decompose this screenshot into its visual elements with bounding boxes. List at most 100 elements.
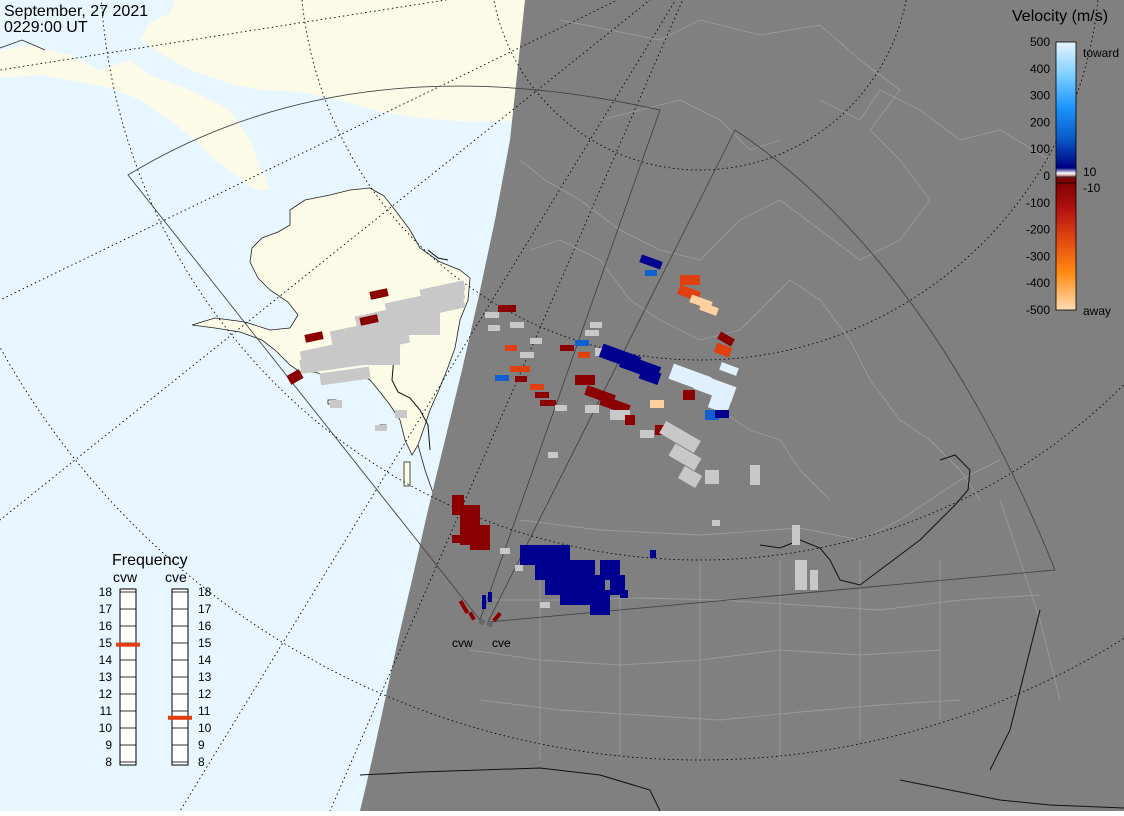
backscatter-cell [540,602,550,608]
frequency-tick-label: 9 [105,738,112,752]
frequency-tick-label: 12 [198,687,212,701]
velocity-tick-label: -500 [1026,303,1050,317]
backscatter-cell [369,288,389,300]
backscatter-cell [530,338,542,344]
velocity-colorbar [1055,41,1077,311]
frequency-tick-label: 8 [198,755,205,769]
frequency-tick-label: 16 [99,619,113,633]
backscatter-cell [460,505,480,525]
date-label: September, 27 2021 [4,3,148,20]
backscatter-cell [540,400,556,406]
radar-site-cve-marker [487,621,493,627]
backscatter-cell [625,415,635,425]
legend-neg-threshold-label: -10 [1083,181,1101,195]
frequency-tick-label: 11 [100,704,113,718]
frequency-title: Frequency [112,552,188,569]
frequency-tick-label: 14 [99,653,113,667]
backscatter-cell [712,520,720,526]
backscatter-cell [395,410,407,418]
velocity-tick-label: -100 [1026,196,1050,210]
backscatter-cell [575,340,589,346]
frequency-tick-label: 9 [198,738,205,752]
backscatter-cell [590,600,610,615]
frequency-tick-label: 16 [198,619,212,633]
backscatter-cell [492,611,502,623]
radar-site-cvw-marker [479,619,485,625]
backscatter-cell [560,345,574,351]
backscatter-cell [659,420,701,454]
backscatter-cell [419,280,466,300]
backscatter-cell [452,535,462,543]
backscatter-cell [705,410,719,420]
frequency-marker-cve [168,715,192,720]
backscatter-cell [599,395,631,415]
velocity-tick-label: 300 [1030,89,1050,103]
backscatter-cell [650,400,664,408]
frequency-tick-label: 17 [198,602,212,616]
radar-site-markers [479,619,493,627]
backscatter-cell [693,373,737,403]
backscatter-cell [488,592,492,602]
night-coastlines [469,19,1061,760]
radar-site-cve-label: cve [492,636,511,650]
frequency-tick-label: 13 [198,670,212,684]
backscatter-cell [677,465,703,489]
backscatter-cell [705,470,719,484]
backscatter-cell [713,342,733,358]
backscatter-cell [498,305,516,312]
velocity-legend: Velocity (m/s) 500 400 300 200 100 0 -100 -200 -… [1012,8,1119,318]
backscatter-cell [585,405,599,413]
frequency-tick-label: 18 [198,585,212,599]
velocity-tick-label: 0 [1043,169,1050,183]
backscatter-cell [650,550,656,558]
backscatter-cell [810,570,818,590]
velocity-legend-title: Velocity (m/s) [1012,8,1108,25]
night-terminator-region [360,0,1124,811]
frequency-marker-cvw [116,642,140,647]
frequency-radar-cve-label: cve [165,569,187,585]
backscatter-cells [286,254,818,623]
time-label: 0229:00 UT [4,19,88,36]
backscatter-cell [304,331,324,343]
frequency-tick-label: 15 [198,636,212,650]
backscatter-cell [515,565,523,571]
backscatter-cell [792,525,800,545]
frequency-scales: 18 17 16 15 14 13 12 11 10 9 8 18 17 16 15 14 13 12 11 10 9 8 [99,585,212,769]
backscatter-cell [468,611,476,621]
velocity-ticks: 500 400 300 200 100 0 -100 -200 -300 -400 -500 [1026,35,1076,317]
backscatter-cell [500,548,510,554]
velocity-tick-label: 200 [1030,115,1050,129]
backscatter-cell [578,352,590,358]
backscatter-cell [400,305,440,335]
backscatter-cell [680,275,700,285]
backscatter-cell [458,599,470,615]
backscatter-cell [620,590,628,598]
frequency-panel: Frequency cvw cve 18 17 16 15 14 13 12 11 10 9 8 18… [99,552,212,769]
radar-fov-outlines [127,85,1056,623]
frequency-radar-cvw-label: cvw [113,569,138,585]
frequency-tick-label: 10 [198,721,212,735]
backscatter-cell [495,375,509,381]
frequency-tick-label: 10 [99,721,113,735]
backscatter-cell [645,270,657,276]
backscatter-cell [319,366,371,386]
backscatter-cell [575,375,595,385]
backscatter-cell [555,405,567,411]
velocity-tick-label: 100 [1030,142,1050,156]
backscatter-cell [375,425,387,431]
backscatter-cell [707,392,733,414]
backscatter-cell [488,325,500,331]
backscatter-cell [610,410,630,420]
backscatter-cell [286,369,304,385]
radar-site-cvw-label: cvw [452,636,473,650]
velocity-tick-label: 500 [1030,35,1050,49]
frequency-tick-label: 14 [198,653,212,667]
frequency-tick-label: 8 [105,755,112,769]
backscatter-cell [750,465,760,485]
backscatter-cell [360,325,400,365]
legend-away-label: away [1083,304,1111,318]
backscatter-cell [717,331,735,347]
frequency-tick-label: 18 [99,585,113,599]
